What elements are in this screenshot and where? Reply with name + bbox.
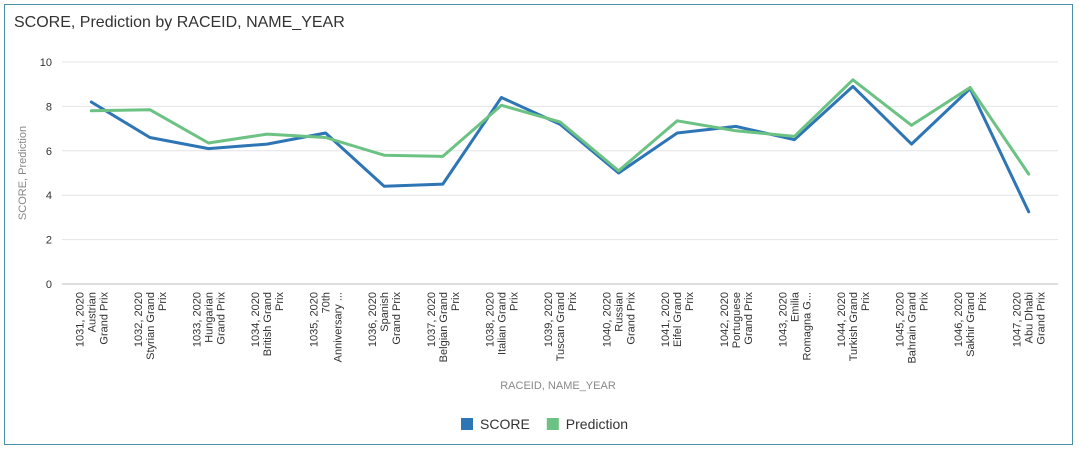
grid-lines [62,61,1058,285]
legend-swatch [461,418,473,430]
x-tick-label-line: Prix [567,292,579,311]
x-tick-label-line: 1035, 2020 [309,292,321,347]
x-tick-label-line: 1040, 2020 [602,292,614,347]
series-line-score[interactable] [89,84,1031,214]
y-tick-label: 0 [46,279,52,291]
x-tick-label-line: Eifel Grand [672,292,684,347]
x-tick-label-line: Prix [860,292,872,311]
legend: SCORE Prediction [461,416,628,432]
y-axis-label: SCORE, Prediction [17,126,29,220]
x-tick-label: 1039, 2020 Tuscan Grand Prix [543,292,579,362]
x-tick-label-line: Austrian [86,292,98,332]
x-category-labels: 1031, 2020 Austrian Grand Prix 1032, 2020 St… [74,291,1047,363]
x-tick-label: 1033, 2020 Hungarian Grand Prix [191,292,227,348]
y-tick-label: 2 [46,235,52,247]
legend-item-prediction[interactable]: Prediction [546,416,628,432]
x-tick-label: 1040, 2020 Russian Grand Prix [602,292,638,348]
x-tick-label-line: 1033, 2020 [191,292,203,347]
x-tick-label: 1044, 2020 Turkish Grand Prix [836,292,872,362]
y-tick-label: 6 [46,146,52,158]
y-tick-label: 8 [46,101,52,113]
x-tick-label-line: Romagna G... [801,292,813,360]
x-tick-label-line: Belgian Grand [438,292,450,362]
x-tick-label-line: 1032, 2020 [133,292,145,347]
x-tick-label-line: Bahrain Grand [907,292,919,364]
x-tick-label: 1034, 2020 British Grand Prix [250,292,286,357]
x-tick-label: 1041, 2020 Eifel Grand Prix [660,292,696,348]
x-tick-label-line: 1046, 2020 [953,292,965,347]
x-tick-label-line: Prix [157,292,169,311]
x-tick-label-line: Italian Grand [496,292,508,355]
x-tick-label-line: Russian [614,292,626,332]
x-tick-label: 1036, 2020 Spanish Grand Prix [367,292,403,348]
x-tick-label: 1038, 2020 Italian Grand Prix [484,292,520,355]
x-tick-label-line: 1038, 2020 [484,292,496,347]
x-tick-label-line: 70th [321,292,333,313]
series-lines [89,78,1031,214]
x-tick-label-line: Prix [508,292,520,311]
y-tick-label: 10 [40,57,52,69]
x-tick-label-line: 1043, 2020 [777,292,789,347]
x-tick-label-line: Turkish Grand [848,292,860,361]
legend-label: SCORE [480,416,530,432]
x-tick-label-line: 1039, 2020 [543,292,555,347]
x-tick-label: 1047, 2020 Abu Dhabi Grand Prix [1012,292,1048,348]
y-tick-labels: 0 2 4 6 8 10 [40,57,52,291]
x-tick-label-line: 1042, 2020 [719,292,731,347]
x-tick-label-line: Grand Prix [743,292,755,345]
x-tick-label: 1032, 2020 Styrian Grand Prix [133,292,169,360]
chart-title: SCORE, Prediction by RACEID, NAME_YEAR [14,14,345,31]
x-tick-label-line: Prix [450,292,462,311]
x-tick-label-line: Prix [274,292,286,311]
x-tick-label-line: Spanish [379,292,391,332]
x-tick-label-line: 1036, 2020 [367,292,379,347]
chart-panel [4,4,1073,445]
x-tick-label-line: Anniversary ... [333,292,345,362]
x-tick-label-line: Tuscan Grand [555,292,567,361]
x-tick-label-line: Grand Prix [1036,292,1048,345]
legend-swatch [546,418,559,430]
x-tick-label: 1031, 2020 Austrian Grand Prix [74,292,110,348]
x-tick-label: 1042, 2020 Portuguese Grand Prix [719,292,755,349]
x-tick-label-line: Grand Prix [626,292,638,345]
x-tick-label-line: Grand Prix [215,292,227,345]
x-tick-label-line: 1034, 2020 [250,292,262,347]
x-tick-label-line: 1047, 2020 [1012,292,1024,347]
legend-item-score[interactable]: SCORE [461,416,530,432]
x-tick-label: 1043, 2020 Emilia Romagna G... [777,291,813,360]
x-tick-label-line: 1045, 2020 [895,292,907,347]
x-tick-label-line: Grand Prix [391,292,403,345]
x-tick-label-line: Sakhir Grand [965,292,977,357]
x-tick-label-line: Hungarian [203,292,215,343]
x-tick-label-line: Prix [684,292,696,311]
x-tick-label-line: 1037, 2020 [426,292,438,347]
x-tick-label: 1035, 2020 70th Anniversary ... [309,292,345,362]
x-tick-label: 1037, 2020 Belgian Grand Prix [426,292,462,363]
x-axis-label: RACEID, NAME_YEAR [500,380,616,392]
x-tick-label: 1045, 2020 Bahrain Grand Prix [895,292,931,364]
x-tick-label-line: 1044, 2020 [836,292,848,347]
x-tick-label-line: Grand Prix [98,292,110,345]
x-tick-label-line: Styrian Grand [145,292,157,360]
series-line-prediction[interactable] [89,78,1031,176]
x-tick-label-line: Portuguese [731,292,743,348]
x-tick-label-line: Emilia [789,291,801,322]
x-tick-label-line: 1031, 2020 [74,292,86,347]
x-tick-label-line: Abu Dhabi [1024,292,1036,343]
legend-label: Prediction [566,416,628,432]
x-tick-label-line: British Grand [262,292,274,356]
y-tick-label: 4 [46,190,52,202]
x-tick-label-line: Prix [919,292,931,311]
x-tick-label-line: 1041, 2020 [660,292,672,347]
x-tick-label-line: Prix [977,292,989,311]
x-tick-label: 1046, 2020 Sakhir Grand Prix [953,292,989,357]
